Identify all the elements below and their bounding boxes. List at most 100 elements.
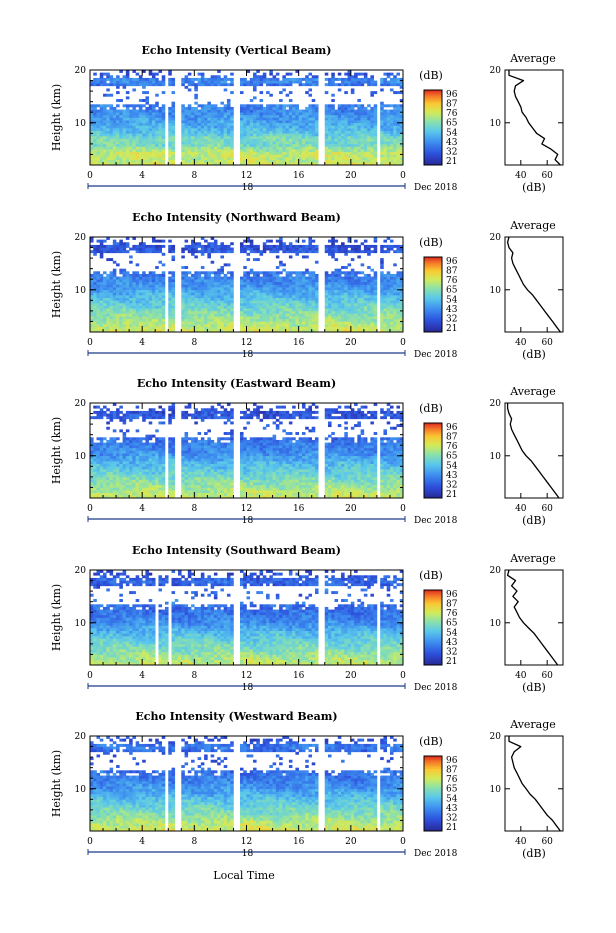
heatmap-cell <box>367 314 371 317</box>
heatmap-cell <box>305 295 309 298</box>
heatmap-cell <box>126 271 130 274</box>
heatmap-cell <box>136 118 140 121</box>
heatmap-cell <box>227 314 231 317</box>
heatmap-cell <box>331 144 335 147</box>
heatmap-cell <box>276 277 280 280</box>
heatmap-cell <box>315 319 319 322</box>
heatmap-cell <box>338 250 342 253</box>
heatmap-cell <box>266 327 270 330</box>
heatmap-cell <box>260 314 264 317</box>
heatmap-cell <box>292 141 296 144</box>
heatmap-cell <box>276 128 280 131</box>
heatmap-cell <box>155 292 159 295</box>
heatmap-cell <box>256 141 260 144</box>
heatmap-cell <box>335 300 339 303</box>
heatmap-cell <box>227 245 231 248</box>
heatmap-cell <box>393 319 397 322</box>
heatmap-cell <box>260 157 264 160</box>
heatmap-cell <box>354 139 358 142</box>
heatmap-cell <box>110 136 114 139</box>
heatmap-cell <box>97 292 101 295</box>
heatmap-cell <box>152 107 156 110</box>
heatmap-cell <box>256 75 260 78</box>
heatmap-cell <box>126 274 130 277</box>
heatmap-cell <box>149 308 153 311</box>
heatmap-cell <box>263 295 267 298</box>
heatmap-cell <box>132 245 136 248</box>
heatmap-cell <box>194 287 198 290</box>
heatmap-cell <box>158 115 162 118</box>
heatmap-cell <box>370 277 374 280</box>
heatmap-cell <box>211 303 215 306</box>
heatmap-cell <box>214 324 218 327</box>
heatmap-cell <box>116 319 120 322</box>
heatmap-cell <box>266 131 270 134</box>
heatmap-cell <box>357 290 361 293</box>
heatmap-cell <box>374 91 378 94</box>
heatmap-cell <box>308 110 312 113</box>
heatmap-cell <box>354 81 358 84</box>
heatmap-cell <box>152 290 156 293</box>
heatmap-cell <box>325 160 329 163</box>
heatmap-cell <box>383 139 387 142</box>
heatmap-cell <box>142 112 146 115</box>
heatmap-cell <box>139 120 143 123</box>
heatmap-cell <box>227 285 231 288</box>
heatmap-cell <box>142 131 146 134</box>
heatmap-cell <box>354 324 358 327</box>
heatmap-cell <box>380 120 384 123</box>
heatmap-cell <box>273 141 277 144</box>
heatmap-cell <box>266 308 270 311</box>
heatmap-cell <box>335 298 339 301</box>
heatmap-cell <box>338 324 342 327</box>
heatmap-cell <box>152 110 156 113</box>
heatmap-cell <box>374 131 378 134</box>
heatmap-cell <box>214 81 218 84</box>
heatmap-cell <box>344 73 348 76</box>
heatmap-cell <box>256 118 260 121</box>
heatmap-cell <box>158 308 162 311</box>
heatmap-cell <box>139 115 143 118</box>
heatmap-cell <box>269 321 273 324</box>
heatmap-cell <box>354 245 358 248</box>
heatmap-cell <box>240 285 244 288</box>
heatmap-cell <box>387 306 391 309</box>
heatmap-cell <box>335 269 339 272</box>
heatmap-cell <box>299 81 303 84</box>
heatmap-cell <box>380 112 384 115</box>
heatmap-cell <box>354 327 358 330</box>
heatmap-cell <box>351 306 355 309</box>
heatmap-cell <box>364 248 368 251</box>
heatmap-cell <box>240 303 244 306</box>
heatmap-cell <box>250 250 254 253</box>
heatmap-cell <box>149 115 153 118</box>
heatmap-cell <box>341 295 345 298</box>
heatmap-cell <box>305 298 309 301</box>
heatmap-cell <box>370 81 374 84</box>
heatmap-cell <box>201 112 205 115</box>
heatmap-cell <box>152 139 156 142</box>
heatmap-cell <box>243 321 247 324</box>
heatmap-cell <box>158 277 162 280</box>
heatmap-cell <box>211 308 215 311</box>
heatmap-cell <box>282 250 286 253</box>
heatmap-cell <box>302 160 306 163</box>
heatmap-cell <box>331 149 335 152</box>
heatmap-cell <box>113 271 117 274</box>
heatmap-cell <box>217 300 221 303</box>
heatmap-cell <box>211 295 215 298</box>
heatmap-cell <box>370 327 374 330</box>
heatmap-cell <box>240 324 244 327</box>
heatmap-cell <box>344 300 348 303</box>
heatmap-cell <box>335 131 339 134</box>
heatmap-cell <box>357 245 361 248</box>
heatmap-cell <box>240 125 244 128</box>
heatmap-cell <box>100 104 104 107</box>
heatmap-cell <box>361 250 365 253</box>
heatmap-cell <box>348 321 352 324</box>
heatmap-cell <box>198 306 202 309</box>
heatmap-cell <box>152 157 156 160</box>
heatmap-cell <box>260 303 264 306</box>
heatmap-cell <box>149 298 153 301</box>
heatmap-cell <box>383 319 387 322</box>
